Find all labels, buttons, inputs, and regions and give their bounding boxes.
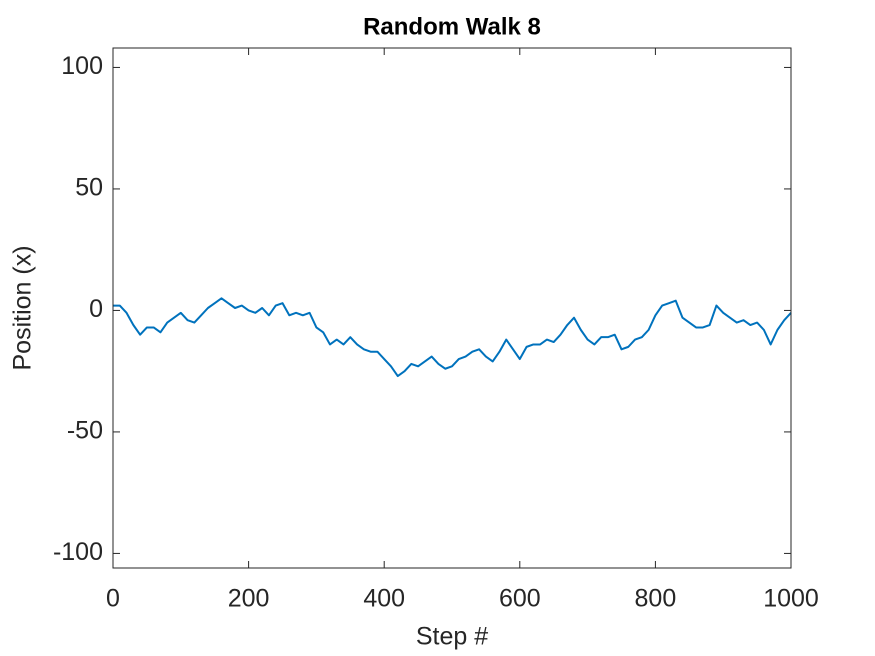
y-tick-label: 0 (89, 295, 103, 323)
chart-title: Random Walk 8 (363, 13, 541, 40)
y-tick-label: 50 (75, 174, 103, 202)
x-axis-label: Step # (416, 623, 488, 651)
x-tick-label: 200 (228, 585, 270, 613)
y-axis-label: Position (x) (9, 245, 37, 370)
y-tick-label: -100 (53, 538, 103, 566)
x-tick-label: 800 (635, 585, 677, 613)
x-tick-label: 600 (499, 585, 541, 613)
y-tick-label: 100 (61, 52, 103, 80)
x-tick-label: 0 (106, 585, 120, 613)
x-tick-label: 1000 (763, 585, 819, 613)
axes-box (112, 47, 792, 569)
y-tick-label: -50 (67, 417, 103, 445)
x-tick-label: 400 (363, 585, 405, 613)
data-line (113, 297, 792, 378)
